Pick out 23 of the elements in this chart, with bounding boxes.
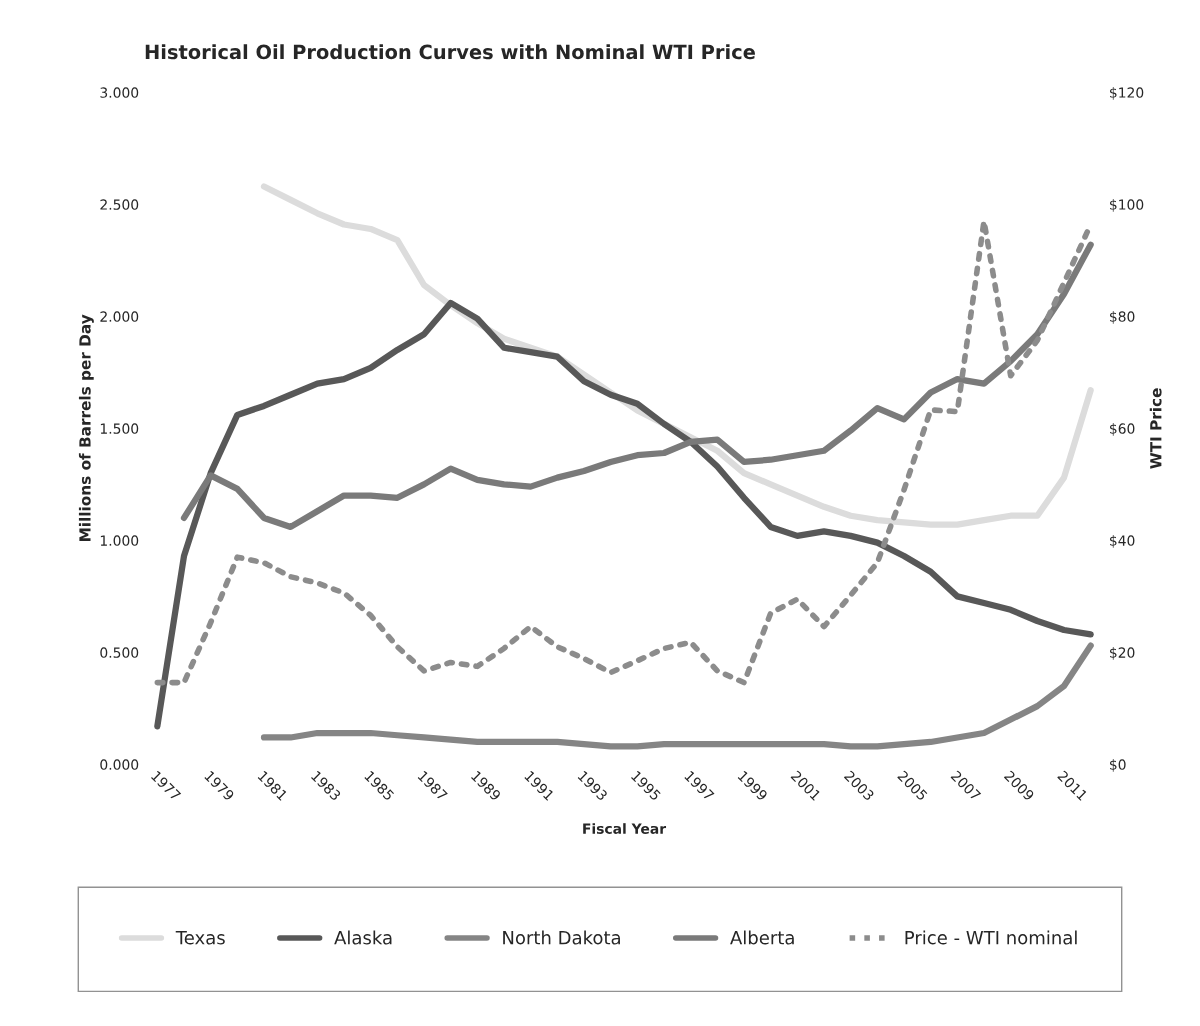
- y-tick-label: 2.000: [100, 311, 139, 322]
- y2-tick-label: $60: [1110, 423, 1135, 436]
- legend-label: Alaska: [334, 930, 392, 945]
- y2-tick-label: $0: [1110, 759, 1126, 772]
- legend-label: Alberta: [730, 930, 794, 945]
- y2-tick-label: $80: [1110, 311, 1135, 324]
- y2-tick-label: $100: [1110, 199, 1144, 212]
- x-axis-title: Fiscal Year: [583, 823, 667, 834]
- y2-axis-title: WTI Price: [1149, 388, 1162, 469]
- y2-tick-label: $120: [1110, 87, 1144, 100]
- legend-label: Texas: [175, 931, 225, 945]
- chart-title: Historical Oil Production Curves with Nominal WTI Price: [145, 44, 755, 60]
- legend-label: Price - WTI nominal: [905, 930, 1077, 945]
- y-tick-label: 0.000: [100, 759, 139, 770]
- y-tick-label: 1.500: [100, 423, 139, 434]
- y2-tick-label: $40: [1110, 535, 1135, 548]
- y2-tick-label: $20: [1110, 647, 1135, 660]
- y-axis-title: Millions of Barrels per Day: [78, 314, 94, 541]
- legend-label: North Dakota: [503, 930, 620, 945]
- y-tick-label: 2.500: [100, 199, 139, 210]
- y-tick-label: 1.000: [100, 535, 139, 546]
- y-tick-label: 0.500: [100, 647, 139, 658]
- y-tick-label: 3.000: [100, 87, 139, 98]
